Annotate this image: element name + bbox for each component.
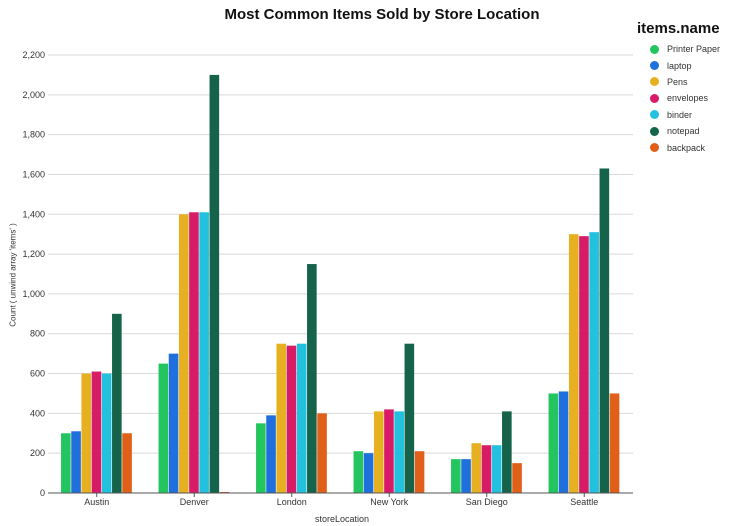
bar[interactable] bbox=[122, 433, 132, 493]
bar[interactable] bbox=[178, 214, 189, 494]
bar[interactable] bbox=[296, 343, 307, 493]
bar[interactable] bbox=[451, 459, 461, 493]
legend-label: envelopes bbox=[667, 93, 709, 104]
legend-swatch-icon bbox=[650, 93, 659, 103]
bar[interactable] bbox=[471, 443, 482, 493]
x-axis-ticks: Austin Denver London New York San Diego Seatt… bbox=[84, 493, 598, 507]
bar[interactable] bbox=[158, 363, 169, 493]
legend: items.name Printer Paper laptop Pens envelo… bbox=[637, 20, 720, 156]
bar[interactable] bbox=[61, 433, 71, 493]
y-axis-ticks: 0 200 400 600 800 1,000 1,200 1,400 1,600 1,800 2,… bbox=[22, 50, 45, 498]
bars bbox=[61, 74, 620, 494]
bar[interactable] bbox=[307, 264, 317, 493]
bar[interactable] bbox=[363, 453, 374, 493]
legend-swatch-icon bbox=[650, 143, 659, 153]
chart-title: Most Common Items Sold by Store Location bbox=[224, 6, 540, 23]
bar[interactable] bbox=[266, 415, 276, 493]
bar[interactable] bbox=[168, 353, 179, 493]
y-tick-label: 200 bbox=[30, 448, 45, 458]
bar[interactable] bbox=[599, 168, 610, 493]
bar[interactable] bbox=[276, 343, 287, 493]
y-tick-label: 1,200 bbox=[22, 249, 45, 259]
bar[interactable] bbox=[317, 413, 327, 493]
bar[interactable] bbox=[548, 393, 559, 493]
y-tick-label: 2,200 bbox=[22, 50, 45, 60]
bar[interactable] bbox=[461, 459, 471, 493]
y-tick-label: 0 bbox=[40, 488, 45, 498]
legend-items: Printer Paper laptop Pens envelopes binder no… bbox=[637, 41, 720, 156]
bar[interactable] bbox=[394, 411, 404, 493]
legend-label: Pens bbox=[667, 76, 688, 87]
legend-swatch-icon bbox=[650, 77, 659, 87]
x-tick-label: Denver bbox=[180, 497, 209, 507]
legend-swatch-icon bbox=[650, 126, 659, 136]
x-tick-label: Austin bbox=[84, 497, 109, 507]
bar[interactable] bbox=[512, 463, 522, 493]
legend-label: notepad bbox=[667, 126, 700, 137]
bar[interactable] bbox=[589, 232, 599, 493]
bar[interactable] bbox=[209, 74, 220, 493]
gridlines bbox=[48, 54, 633, 494]
bar[interactable] bbox=[491, 445, 502, 493]
bar[interactable] bbox=[481, 445, 492, 493]
legend-label: binder bbox=[667, 109, 693, 120]
bar[interactable] bbox=[558, 391, 569, 493]
bar[interactable] bbox=[579, 236, 589, 493]
y-tick-label: 800 bbox=[30, 329, 45, 339]
bar[interactable] bbox=[353, 451, 364, 493]
y-tick-label: 1,600 bbox=[22, 169, 45, 179]
bar[interactable] bbox=[101, 373, 112, 493]
legend-swatch-icon bbox=[650, 44, 659, 54]
bar[interactable] bbox=[384, 409, 394, 493]
y-tick-label: 400 bbox=[30, 408, 45, 418]
legend-item[interactable]: Pens bbox=[637, 74, 720, 90]
x-axis-label: storeLocation bbox=[314, 514, 370, 524]
legend-swatch-icon bbox=[650, 110, 659, 120]
y-tick-label: 2,000 bbox=[22, 90, 45, 100]
bar[interactable] bbox=[91, 371, 102, 493]
bar[interactable] bbox=[609, 393, 620, 493]
y-axis-label: Count ( unwind array 'items' ) bbox=[8, 223, 18, 327]
bar[interactable] bbox=[414, 451, 425, 493]
x-tick-label: London bbox=[277, 497, 307, 507]
x-tick-label: New York bbox=[370, 497, 409, 507]
y-tick-label: 1,800 bbox=[22, 130, 45, 140]
legend-item[interactable]: envelopes bbox=[637, 90, 720, 106]
y-tick-label: 600 bbox=[30, 369, 45, 379]
bar[interactable] bbox=[189, 212, 199, 494]
legend-item[interactable]: binder bbox=[637, 107, 720, 123]
legend-item[interactable]: backpack bbox=[637, 139, 720, 155]
y-tick-label: 1,400 bbox=[22, 209, 45, 219]
bar[interactable] bbox=[71, 431, 81, 493]
legend-label: Printer Paper bbox=[667, 44, 721, 55]
bar[interactable] bbox=[373, 411, 384, 493]
legend-label: laptop bbox=[667, 60, 692, 71]
legend-item[interactable]: notepad bbox=[637, 123, 720, 139]
bar[interactable] bbox=[404, 343, 415, 493]
bar[interactable] bbox=[286, 345, 297, 493]
bar[interactable] bbox=[199, 212, 209, 494]
bar[interactable] bbox=[112, 313, 122, 493]
y-tick-label: 1,000 bbox=[22, 289, 45, 299]
bar[interactable] bbox=[568, 234, 579, 493]
x-tick-label: Seattle bbox=[570, 497, 598, 507]
bar[interactable] bbox=[256, 423, 266, 493]
legend-item[interactable]: Printer Paper bbox=[637, 41, 720, 57]
legend-label: backpack bbox=[667, 142, 706, 153]
legend-title: items.name bbox=[637, 20, 720, 37]
legend-swatch-icon bbox=[650, 61, 659, 71]
x-tick-label: San Diego bbox=[466, 497, 508, 507]
bar[interactable] bbox=[81, 373, 92, 493]
bar[interactable] bbox=[502, 411, 512, 493]
legend-item[interactable]: laptop bbox=[637, 57, 720, 73]
